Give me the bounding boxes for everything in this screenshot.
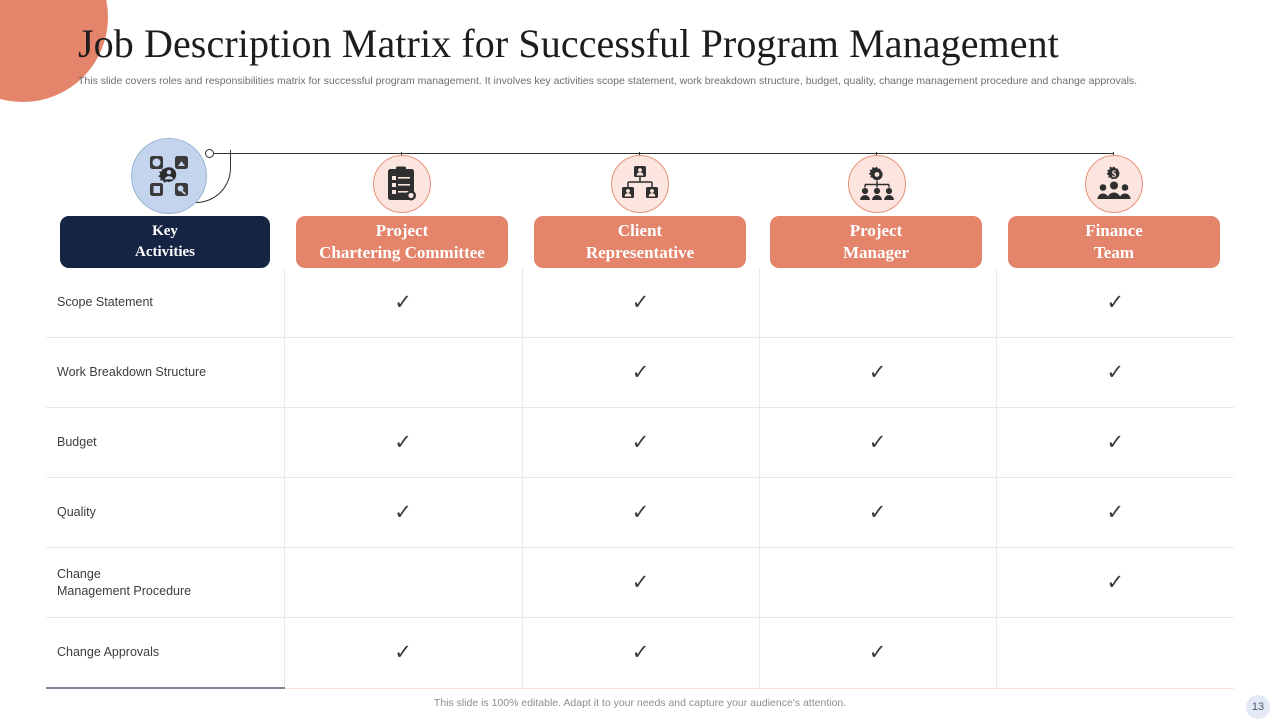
column-header-key-activities: Key Activities <box>60 216 270 268</box>
activity-label: Work Breakdown Structure <box>46 337 285 408</box>
connector-node <box>205 149 214 158</box>
table-row: Change Approvals ✓ ✓ ✓ ✓ <box>46 617 1234 689</box>
column-header-line1: Key <box>152 223 178 239</box>
matrix-cell-finance-team: ✓ <box>996 477 1234 548</box>
matrix-cell-client-representative: ✓ <box>522 477 760 548</box>
matrix-cell-finance-team: ✓ <box>996 547 1234 618</box>
column-header-line1: Project <box>849 221 903 240</box>
activity-label: Change Approvals <box>46 617 285 689</box>
matrix-cell-project-chartering-committee: ✓ <box>284 477 523 548</box>
check-icon: ✓ <box>1106 361 1125 384</box>
gear-team-icon <box>848 155 906 213</box>
matrix-cell-project-chartering-committee: ✓ <box>284 268 523 338</box>
column-header-finance-team: Finance Team <box>1008 216 1220 268</box>
check-icon: ✓ <box>868 501 887 524</box>
matrix-cell-project-manager: ✓ <box>759 337 997 408</box>
column-header-line1: Project <box>375 221 429 240</box>
check-icon: ✓ <box>1106 571 1125 594</box>
matrix-cell-client-representative: ✓ <box>522 268 760 338</box>
check-icon: ✓ <box>631 431 650 454</box>
column-header-line1: Finance <box>1085 221 1143 240</box>
column-header-line2: Manager <box>842 243 910 262</box>
table-row: Quality ✓ ✓ ✓ ✓ <box>46 477 1234 548</box>
activity-label: Quality <box>46 477 285 548</box>
matrix-cell-finance-team: ✓ <box>996 268 1234 338</box>
column-header-line1: Client <box>617 221 663 240</box>
check-icon: ✓ <box>394 641 412 665</box>
table-row: Work Breakdown Structure✓✓✓✓ <box>46 337 1234 408</box>
connector-horizontal-line <box>212 152 1114 154</box>
activity-label: Budget <box>46 407 285 478</box>
check-icon: ✓ <box>868 361 887 384</box>
matrix-body: Scope Statement✓✓✓✓Work Breakdown Struct… <box>46 268 1234 689</box>
check-icon: ✓ <box>868 431 887 454</box>
matrix-cell-client-representative: ✓ <box>522 407 760 478</box>
check-icon: ✓ <box>631 361 650 384</box>
matrix-cell-project-chartering-committee: ✓ <box>284 547 523 618</box>
check-icon: ✓ <box>631 291 650 314</box>
matrix-cell-project-manager: ✓ <box>759 547 997 618</box>
matrix-cell-client-representative: ✓ <box>522 547 760 618</box>
page-number-badge: 13 <box>1246 695 1270 719</box>
svg-text:$: $ <box>1112 169 1117 179</box>
matrix-cell-finance-team: ✓ <box>996 407 1234 478</box>
matrix-cell-finance-team: ✓ <box>996 617 1234 689</box>
matrix-cell-project-manager: ✓ <box>759 477 997 548</box>
footer-note: This slide is 100% editable. Adapt it to… <box>433 697 847 709</box>
check-icon: ✓ <box>1106 501 1125 524</box>
matrix-cell-project-manager: ✓ <box>759 268 997 338</box>
check-icon: ✓ <box>631 501 650 524</box>
check-icon: ✓ <box>394 501 412 524</box>
column-header-line2: Activities <box>135 244 195 260</box>
job-description-matrix-table: Scope Statement✓✓✓✓Work Breakdown Struct… <box>46 268 1234 689</box>
check-icon: ✓ <box>1106 431 1125 454</box>
column-header-client-representative: Client Representative <box>534 216 746 268</box>
column-header-line2: Team <box>1094 243 1134 262</box>
clipboard-checklist-icon <box>373 155 431 213</box>
column-header-project-chartering-committee: Project Chartering Committee <box>296 216 508 268</box>
check-icon: ✓ <box>1106 291 1125 314</box>
check-icon: ✓ <box>394 431 412 454</box>
column-header-project-manager: Project Manager <box>770 216 982 268</box>
check-icon: ✓ <box>868 641 887 665</box>
matrix-cell-project-manager: ✓ <box>759 407 997 478</box>
matrix-cell-project-chartering-committee: ✓ <box>284 337 523 408</box>
column-header-line2: Chartering Committee <box>319 243 485 262</box>
matrix-cell-client-representative: ✓ <box>522 617 760 689</box>
column-header-line2: Representative <box>585 243 695 262</box>
matrix-cell-client-representative: ✓ <box>522 337 760 408</box>
page-subtitle: This slide covers roles and responsibili… <box>78 75 1138 87</box>
matrix-cell-project-chartering-committee: ✓ <box>284 407 523 478</box>
settings-team-icon <box>131 138 207 214</box>
table-row: Budget ✓ ✓ ✓ ✓ <box>46 407 1234 478</box>
org-hierarchy-icon <box>611 155 669 213</box>
check-icon: ✓ <box>631 571 650 594</box>
check-icon: ✓ <box>394 291 412 314</box>
matrix-cell-project-manager: ✓ <box>759 617 997 689</box>
activity-label: Scope Statement <box>46 268 285 338</box>
check-icon: ✓ <box>631 641 650 665</box>
page-title: Job Description Matrix for Successful Pr… <box>78 21 1059 66</box>
table-row: Scope Statement ✓ ✓ ✓ ✓ <box>46 268 1234 338</box>
matrix-cell-project-chartering-committee: ✓ <box>284 617 523 689</box>
finance-group-icon: $ <box>1085 155 1143 213</box>
activity-label: Change Management Procedure <box>46 547 285 618</box>
matrix-cell-finance-team: ✓ <box>996 337 1234 408</box>
